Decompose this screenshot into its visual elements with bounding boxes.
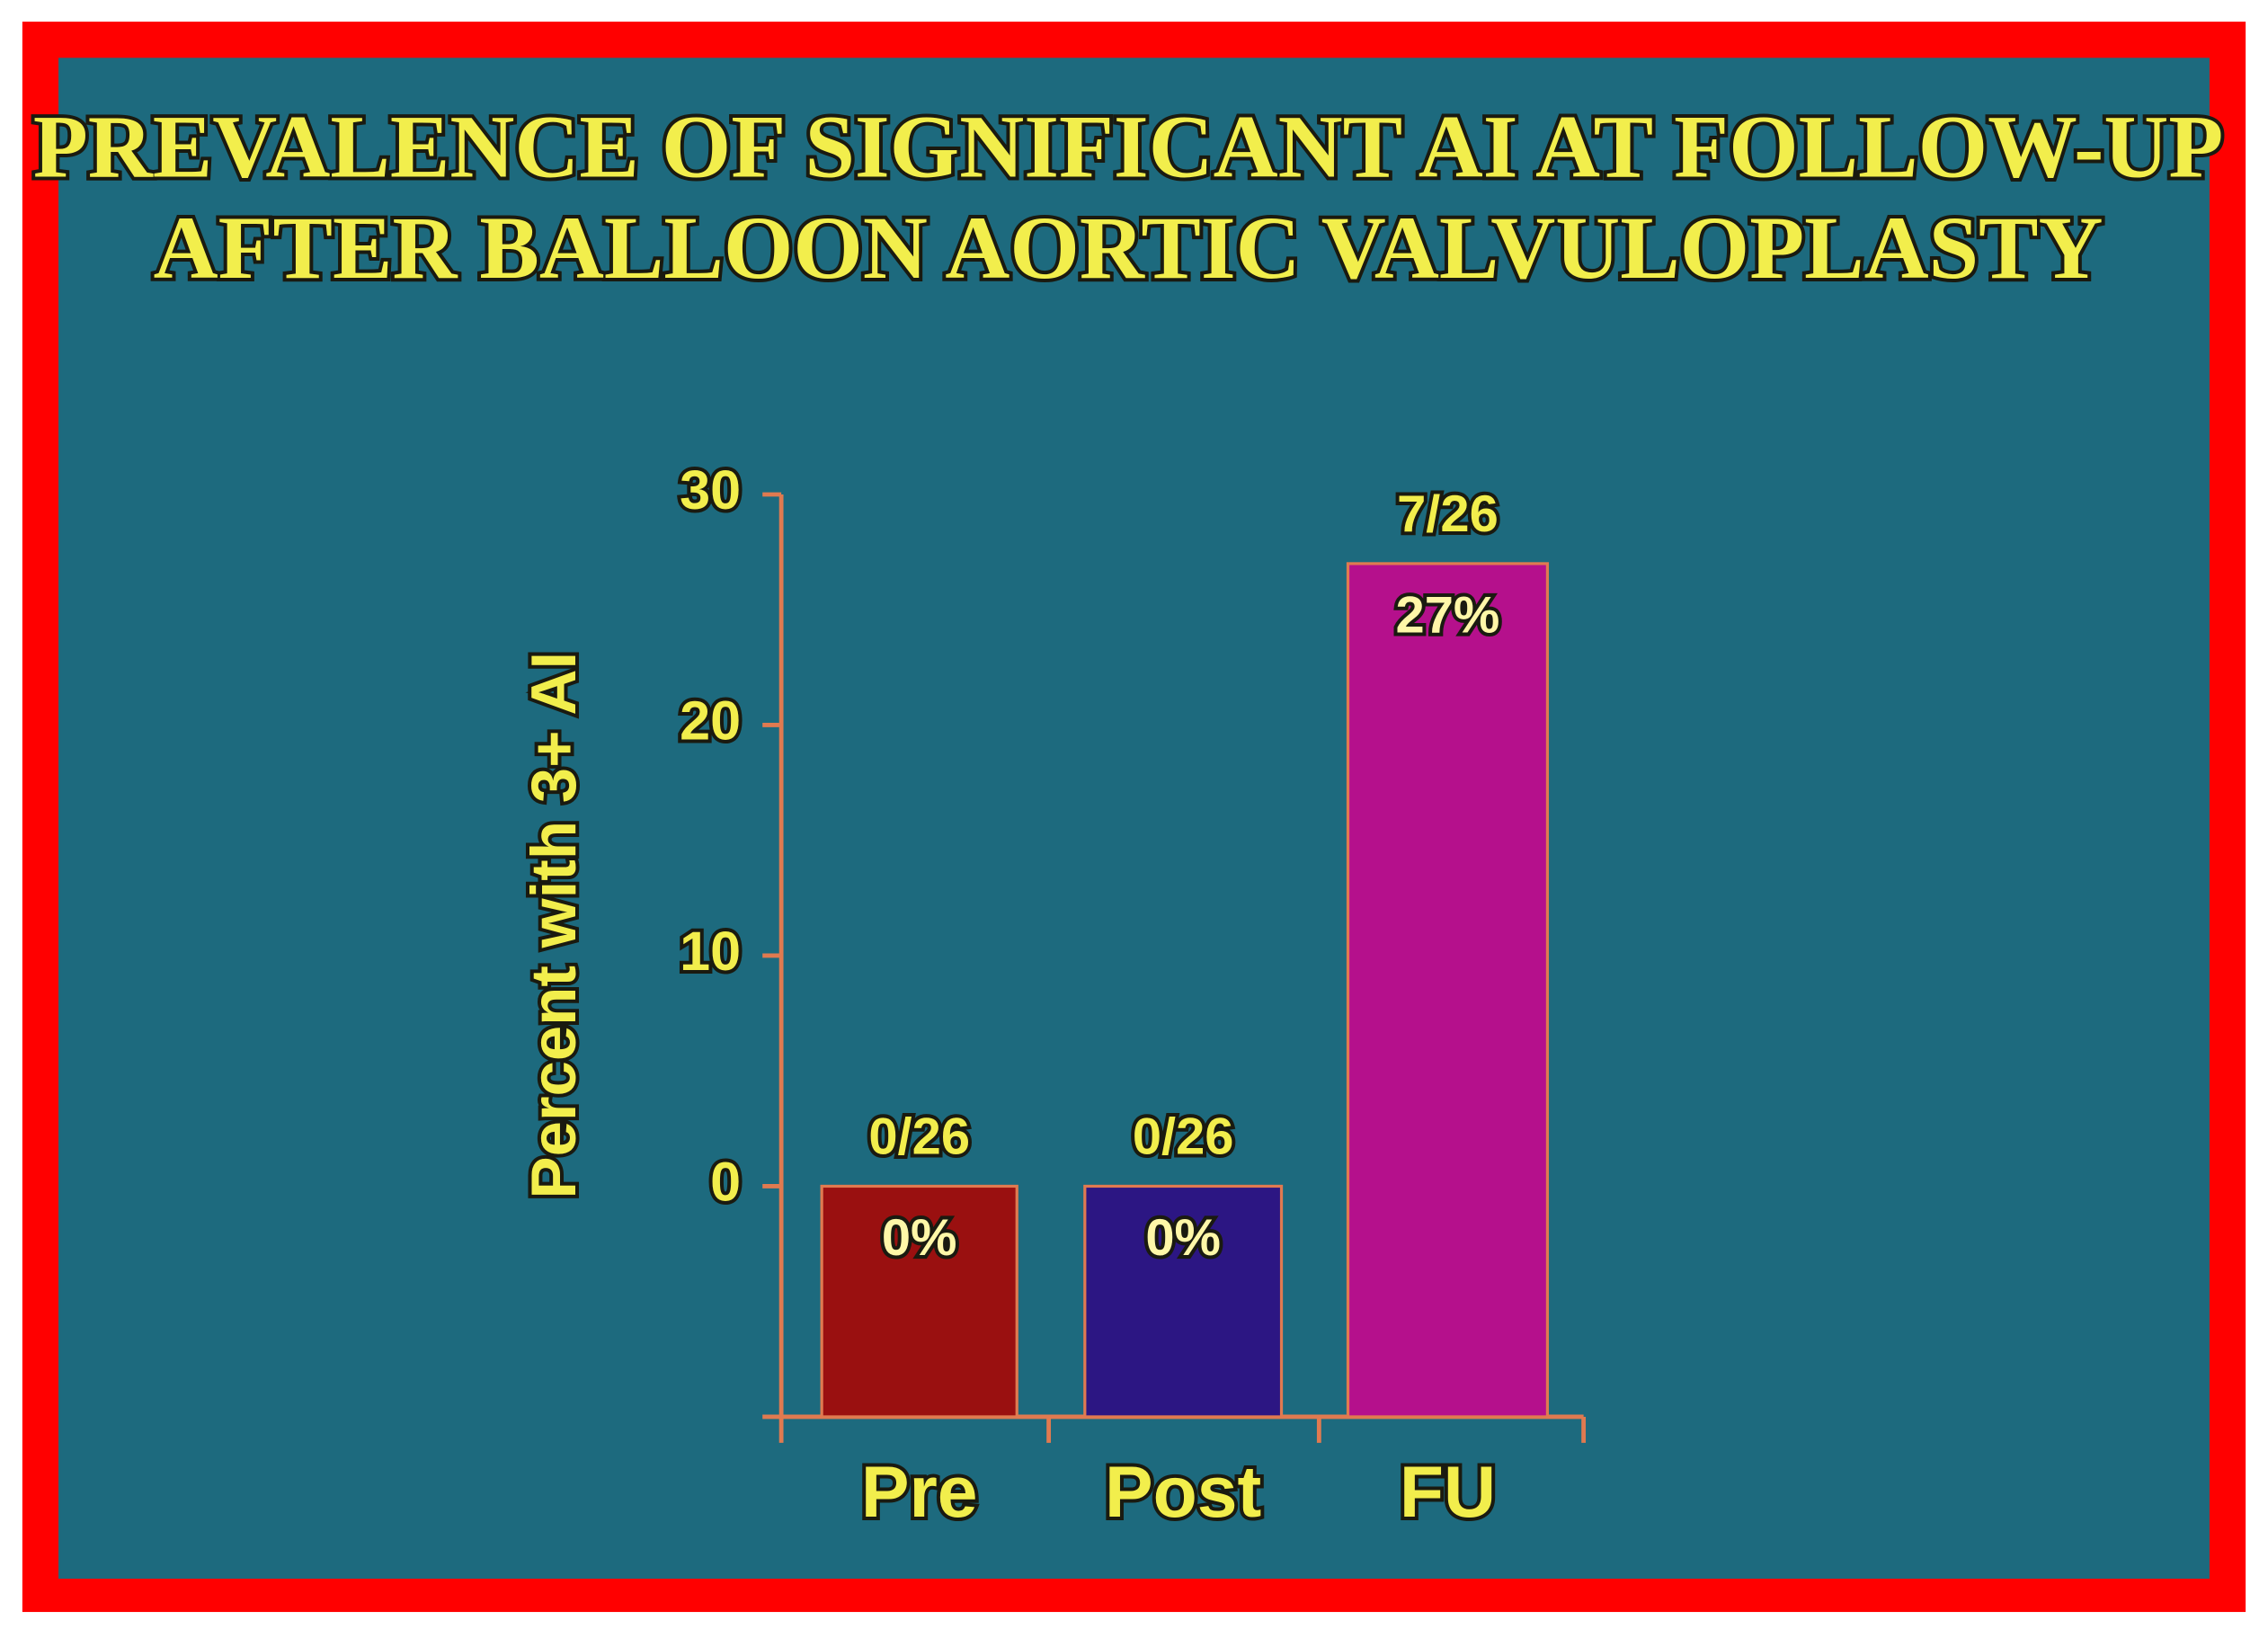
chart-title: PREVALENCE OF SIGNIFICANT AI AT FOLLOW-U… [33, 97, 2223, 197]
chart-title: AFTER BALLOON AORTIC VALVULOPLASTY [154, 198, 2103, 298]
value-label: 0% [882, 1209, 957, 1267]
x-tick-label: Post [1105, 1452, 1261, 1533]
bar [820, 1184, 1018, 1419]
y-tick-label: 0 [710, 1152, 741, 1213]
y-tick-label: 20 [680, 690, 741, 752]
count-label: 0/26 [868, 1108, 970, 1165]
bar [1083, 1184, 1284, 1419]
x-tick-label: Pre [861, 1452, 978, 1533]
y-tick-label: 10 [680, 921, 741, 982]
x-tick-label: FU [1400, 1452, 1496, 1533]
count-label: 0/26 [1133, 1108, 1234, 1165]
y-axis-label: Percent with 3+ AI [518, 652, 589, 1199]
count-label: 7/26 [1397, 485, 1499, 543]
value-label: 0% [1145, 1209, 1221, 1267]
y-tick-label: 30 [680, 459, 741, 521]
bar [1346, 562, 1550, 1419]
value-label: 27% [1396, 586, 1500, 644]
